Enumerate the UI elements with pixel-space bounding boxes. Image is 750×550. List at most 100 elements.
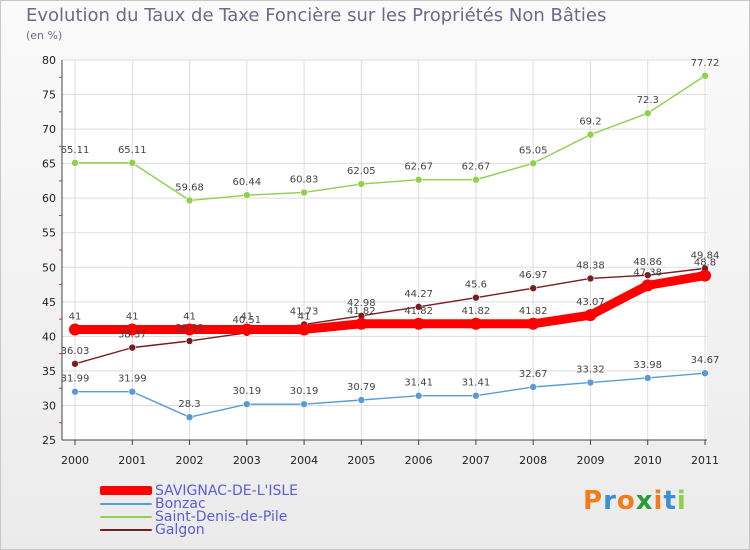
data-label-bonzac: 31.41 — [462, 378, 491, 389]
logo-letter: r — [603, 486, 617, 516]
legend-swatch-galgon — [100, 529, 152, 531]
data-point-saint-denis-de-pile — [128, 159, 137, 167]
data-label-galgon: 48.86 — [633, 257, 662, 268]
data-point-bonzac — [414, 391, 423, 400]
series-line-galgon — [74, 267, 706, 365]
y-tick-label: 60 — [42, 192, 56, 205]
data-point-saint-denis-de-pile — [414, 175, 423, 184]
data-point-savignac-de-l-isle — [469, 317, 482, 330]
data-label-savignac-de-l-isle: 41 — [240, 311, 253, 322]
data-label-saint-denis-de-pile: 60.83 — [290, 174, 319, 185]
series-group — [69, 71, 711, 422]
legend-swatch-bonzac — [100, 503, 152, 505]
data-label-saint-denis-de-pile: 60.44 — [232, 177, 261, 188]
data-point-galgon — [472, 293, 480, 302]
data-point-bonzac — [529, 383, 537, 391]
legend-label-savignac: SAVIGNAC-DE-L'ISLE — [155, 483, 299, 499]
data-label-galgon: 39.33 — [175, 323, 204, 334]
y-tick-label: 40 — [42, 330, 56, 343]
y-axis-unit: (en %) — [26, 29, 63, 42]
data-label-saint-denis-de-pile: 59.68 — [175, 182, 204, 193]
logo-letter: t — [663, 486, 677, 516]
data-point-bonzac — [243, 400, 251, 408]
data-point-bonzac — [71, 387, 79, 396]
data-point-saint-denis-de-pile — [185, 196, 194, 205]
data-point-galgon — [529, 284, 537, 293]
x-tick-label: 2005 — [347, 454, 375, 467]
legend-label-saint-denis: Saint-Denis-de-Pile — [155, 509, 288, 525]
x-tick-label: 2004 — [290, 454, 318, 467]
data-point-saint-denis-de-pile — [300, 188, 308, 197]
x-tick-label: 2002 — [176, 454, 204, 467]
logo-letter: P — [583, 486, 604, 516]
data-label-savignac-de-l-isle: 41.82 — [462, 306, 491, 317]
data-label-galgon: 46.97 — [519, 270, 548, 281]
data-point-bonzac — [701, 369, 709, 377]
data-label-bonzac: 31.99 — [61, 374, 90, 385]
y-tick-label: 25 — [42, 434, 56, 447]
data-label-galgon: 42.98 — [347, 298, 376, 309]
data-point-saint-denis-de-pile — [701, 71, 709, 80]
data-label-galgon: 48.38 — [576, 260, 605, 271]
data-label-bonzac: 30.19 — [290, 386, 319, 397]
x-tick-label: 2009 — [576, 454, 604, 467]
logo-letter: i — [676, 486, 687, 516]
data-point-saint-denis-de-pile — [529, 159, 537, 168]
data-point-savignac-de-l-isle — [126, 323, 139, 336]
x-tick-label: 2010 — [634, 454, 662, 467]
data-label-savignac-de-l-isle: 41 — [126, 311, 139, 322]
data-point-saint-denis-de-pile — [643, 109, 652, 117]
x-tick-label: 2006 — [405, 454, 433, 467]
data-point-savignac-de-l-isle — [412, 317, 425, 330]
legend-swatch-savignac — [100, 486, 152, 495]
series-line-savignac-de-l-isle — [70, 271, 710, 334]
data-label-bonzac: 28.3 — [178, 399, 200, 410]
data-label-savignac-de-l-isle: 43.07 — [576, 297, 605, 308]
data-point-bonzac — [472, 391, 480, 400]
data-point-bonzac — [300, 400, 308, 408]
legend-label-galgon: Galgon — [155, 522, 205, 538]
chart-title: Evolution du Taux de Taxe Foncière sur l… — [26, 5, 607, 26]
logo-letter: o — [616, 486, 636, 516]
plot-area — [62, 60, 707, 440]
data-label-savignac-de-l-isle: 48.8 — [694, 258, 716, 269]
y-tick-label: 55 — [42, 227, 56, 240]
data-label-galgon: 49.84 — [691, 250, 720, 261]
data-label-savignac-de-l-isle: 41 — [298, 311, 311, 322]
data-label-bonzac: 30.19 — [232, 386, 261, 397]
series-line-saint-denis-de-pile — [74, 75, 706, 202]
data-label-saint-denis-de-pile: 65.11 — [118, 145, 147, 156]
data-point-savignac-de-l-isle — [699, 269, 711, 282]
data-label-savignac-de-l-isle: 41 — [183, 311, 196, 322]
x-tick-label: 2011 — [691, 454, 719, 467]
data-label-saint-denis-de-pile: 62.05 — [347, 166, 376, 177]
data-label-saint-denis-de-pile: 65.05 — [519, 145, 548, 156]
data-label-saint-denis-de-pile: 62.67 — [404, 162, 433, 173]
data-label-bonzac: 30.79 — [347, 382, 376, 393]
data-label-saint-denis-de-pile: 69.2 — [579, 117, 601, 128]
data-label-saint-denis-de-pile: 62.67 — [462, 162, 491, 173]
y-tick-label: 65 — [42, 158, 56, 171]
y-tick-label: 45 — [42, 296, 56, 309]
y-tick-label: 35 — [42, 365, 56, 378]
data-point-savignac-de-l-isle — [298, 323, 311, 336]
x-tick-label: 2008 — [519, 454, 547, 467]
data-label-savignac-de-l-isle: 41.82 — [404, 306, 433, 317]
data-label-savignac-de-l-isle: 41.82 — [347, 306, 376, 317]
data-label-savignac-de-l-isle: 41.82 — [519, 306, 548, 317]
data-point-galgon — [185, 337, 194, 345]
data-label-saint-denis-de-pile: 65.11 — [61, 145, 90, 156]
data-point-savignac-de-l-isle — [183, 323, 196, 336]
data-label-savignac-de-l-isle: 47.38 — [633, 267, 662, 278]
data-point-savignac-de-l-isle — [69, 323, 81, 336]
x-tick-label: 2007 — [462, 454, 490, 467]
data-point-bonzac — [643, 374, 652, 382]
data-point-bonzac — [185, 413, 194, 422]
x-tick-label: 2003 — [233, 454, 261, 467]
y-tick-label: 30 — [42, 399, 56, 412]
series-line-bonzac — [74, 372, 706, 418]
data-point-galgon — [71, 359, 79, 368]
data-point-saint-denis-de-pile — [71, 159, 79, 167]
legend-label-bonzac: Bonzac — [155, 496, 206, 512]
y-tick-label: 50 — [42, 261, 56, 274]
